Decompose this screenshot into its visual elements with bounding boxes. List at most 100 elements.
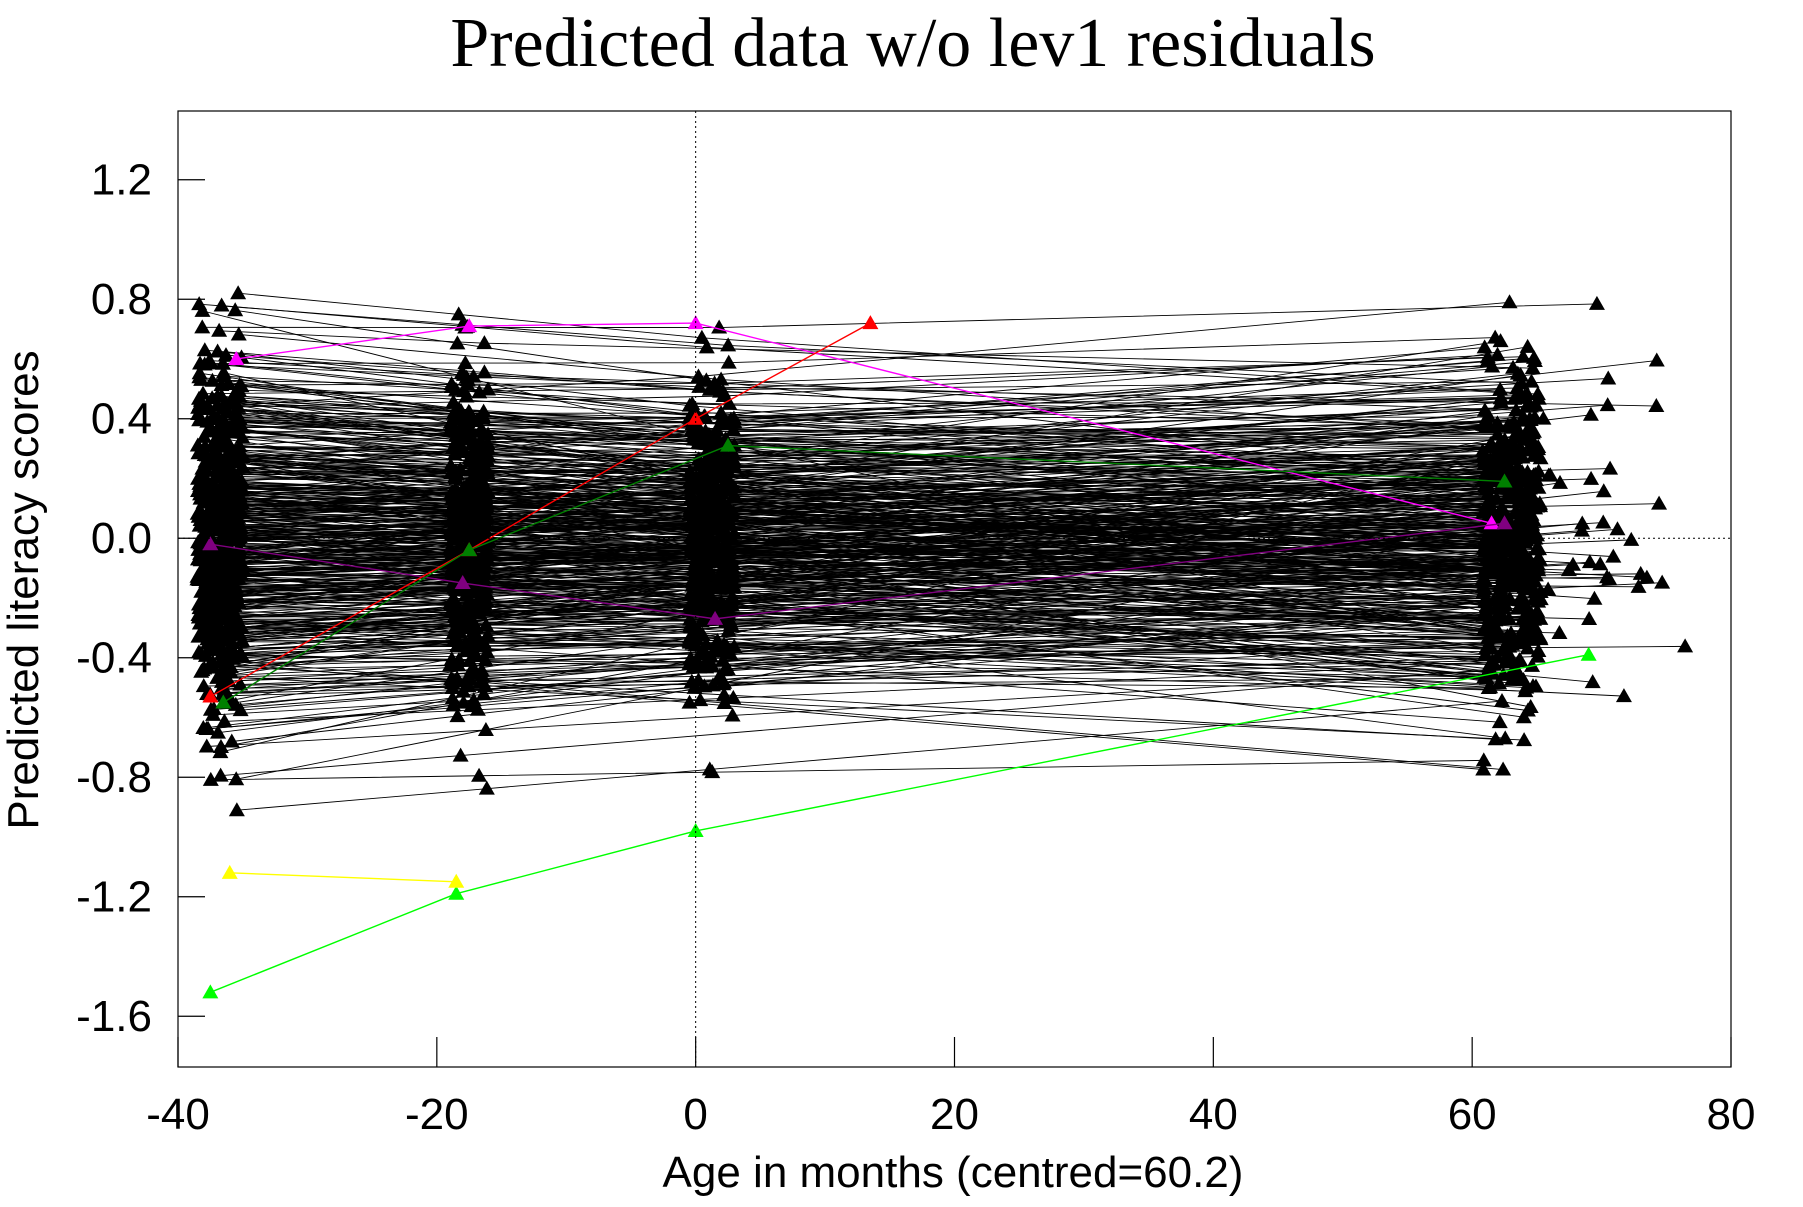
series-line <box>217 395 1528 569</box>
series-marker <box>225 603 242 618</box>
series-line <box>205 586 1527 622</box>
series-marker <box>1475 752 1492 767</box>
series-marker <box>457 355 474 370</box>
series-marker <box>475 403 492 418</box>
series-marker <box>1583 470 1600 485</box>
series-marker <box>1506 477 1523 492</box>
series-marker <box>474 423 491 438</box>
chart-title: Predicted data w/o lev1 residuals <box>450 5 1375 82</box>
series-marker <box>456 560 473 575</box>
series-line <box>238 389 1502 405</box>
highlight-marker <box>202 984 219 999</box>
series-marker <box>719 604 736 619</box>
series-marker <box>478 780 495 795</box>
series-marker <box>1492 381 1509 396</box>
series-marker <box>702 564 719 579</box>
series-marker <box>224 420 241 435</box>
series-marker <box>442 568 459 583</box>
series-line <box>212 629 1484 668</box>
series-marker <box>465 623 482 638</box>
series-marker <box>209 388 226 403</box>
series-marker <box>1601 571 1618 586</box>
series-marker <box>1519 471 1536 486</box>
series-line <box>206 398 1539 521</box>
series-line <box>231 608 1490 619</box>
series-marker <box>479 644 496 659</box>
series-line <box>221 305 1528 395</box>
series-marker <box>1476 580 1493 595</box>
series-marker <box>208 613 225 628</box>
series-line <box>207 512 1496 574</box>
series-line <box>200 337 1496 364</box>
series-marker <box>209 343 226 358</box>
series-line <box>231 537 1516 570</box>
series-line <box>207 532 1529 640</box>
series-marker <box>480 448 497 463</box>
highlight-marker <box>1580 646 1597 661</box>
series-marker <box>452 624 469 639</box>
series-line <box>230 554 1512 681</box>
series-marker <box>713 509 730 524</box>
series-marker <box>1513 412 1530 427</box>
series-marker <box>1514 449 1531 464</box>
series-line <box>202 303 1597 328</box>
series-marker <box>1574 515 1591 530</box>
series-marker <box>222 659 239 674</box>
series-marker <box>726 414 743 429</box>
y-tick-label: 1.2 <box>91 156 152 205</box>
series-marker <box>228 468 245 483</box>
series-marker <box>478 498 495 513</box>
series-marker <box>1522 698 1539 713</box>
series-line <box>234 431 1528 480</box>
series-line <box>212 419 1530 483</box>
series-line <box>225 354 1497 426</box>
series-marker <box>468 648 485 663</box>
series-marker <box>193 371 210 386</box>
series-line <box>233 395 1521 449</box>
series-line <box>222 418 1530 489</box>
series-marker <box>449 670 466 685</box>
series-marker <box>452 747 469 762</box>
series-line <box>211 489 1527 604</box>
series-line <box>205 626 1624 697</box>
series-marker <box>1518 532 1535 547</box>
series-line <box>239 439 1505 454</box>
series-marker <box>465 635 482 650</box>
series-marker <box>1501 294 1518 309</box>
series-marker <box>713 405 730 420</box>
series-marker <box>1519 499 1536 514</box>
series-marker <box>233 493 250 508</box>
series-marker <box>452 517 469 532</box>
series-line <box>238 626 1487 678</box>
series-line <box>235 459 1493 537</box>
series-marker <box>1515 709 1532 724</box>
series-marker <box>1530 550 1547 565</box>
axes: -40 -20 0 20 40 60 80 -1.6 -1.2 -0.8 -0.4 0.0 0.4 0.8… <box>76 110 1755 1139</box>
series-marker <box>1489 346 1506 361</box>
series-marker <box>479 461 496 476</box>
series-marker <box>212 437 229 452</box>
series-marker <box>210 724 227 739</box>
highlight-marker <box>1496 473 1513 488</box>
series-marker <box>201 400 218 415</box>
highlight-marker <box>454 575 471 590</box>
series-marker <box>1529 498 1546 513</box>
series-marker <box>1565 556 1582 571</box>
series-line <box>238 474 1524 560</box>
series-marker <box>1648 352 1665 367</box>
series-marker <box>196 428 213 443</box>
series-marker <box>191 600 208 615</box>
series-marker <box>201 562 218 577</box>
highlighted-series <box>202 315 1597 999</box>
series-line <box>216 367 1514 439</box>
series-line <box>226 587 1532 618</box>
series-marker <box>211 322 228 337</box>
series-line <box>232 428 1504 532</box>
series-marker <box>1497 730 1514 745</box>
series-marker <box>1524 657 1541 672</box>
series-marker <box>1487 564 1504 579</box>
series-marker <box>1486 656 1503 671</box>
y-tick-label: -1.6 <box>76 992 152 1041</box>
series-marker <box>1476 532 1493 547</box>
series-marker <box>709 632 726 647</box>
